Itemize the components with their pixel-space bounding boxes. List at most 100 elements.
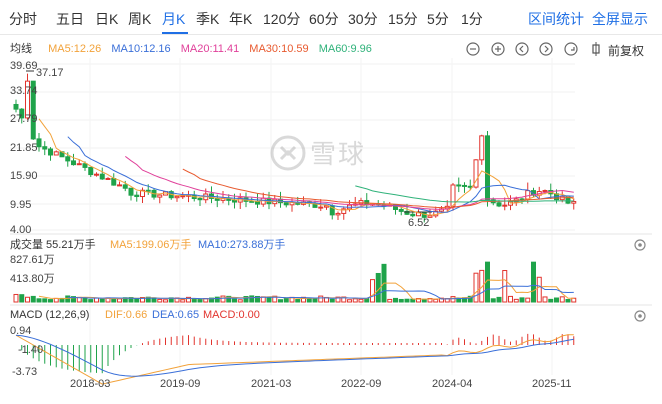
volume-bar <box>42 298 48 303</box>
watermark-text: 雪球 <box>310 139 367 169</box>
volume-bar <box>186 296 191 303</box>
ma20-line <box>124 156 574 210</box>
volume-bar <box>255 295 260 303</box>
macd-value: MACD:0.00 <box>203 309 260 321</box>
volume-bar <box>71 296 76 303</box>
volume-bar <box>13 293 19 303</box>
reset-icon[interactable] <box>562 40 580 58</box>
volume-bar <box>220 295 226 303</box>
volume-bar <box>197 298 203 303</box>
interval-stats-button[interactable]: 区间统计 <box>528 11 584 27</box>
volume-bar <box>312 298 318 303</box>
volume-bar <box>209 297 214 303</box>
candle-body <box>180 195 186 198</box>
candle-body <box>82 163 88 168</box>
volume-title: 成交量 55.21万手 <box>10 239 96 251</box>
macd-settings-icon[interactable] <box>634 309 646 322</box>
volume-bar <box>232 298 237 303</box>
volume-bar <box>393 297 398 303</box>
candle-body <box>122 184 128 189</box>
tab-60min[interactable]: 60分 <box>309 11 339 27</box>
volume-bar <box>387 298 393 303</box>
price-tick: 15.90 <box>10 170 38 182</box>
candle-body <box>335 212 341 216</box>
candle-body <box>450 184 456 207</box>
xueqiu-watermark: 雪球 <box>270 134 366 171</box>
volume-bar <box>94 297 99 303</box>
tab-fenshi[interactable]: 分时 <box>9 11 37 27</box>
volume-settings-icon[interactable] <box>634 238 646 251</box>
candle-body <box>473 159 479 188</box>
tab-day-k[interactable]: 日K <box>95 11 119 27</box>
volume-bar <box>140 296 145 303</box>
tab-5min[interactable]: 5分 <box>427 11 449 27</box>
macd-dif: DIF:0.66 <box>105 309 148 321</box>
tab-15min[interactable]: 15分 <box>388 11 418 27</box>
volume-bar <box>243 296 249 303</box>
tab-30min[interactable]: 30分 <box>348 11 378 27</box>
volume-bar <box>30 295 36 303</box>
volume-bar <box>352 298 358 303</box>
volume-bar <box>519 297 525 303</box>
candle-body <box>134 194 140 198</box>
candle-body <box>283 202 289 206</box>
volume-bar <box>237 299 243 303</box>
volume-bar <box>157 298 163 303</box>
ma5-line <box>38 118 574 216</box>
candle-body <box>94 173 99 176</box>
volume-bar <box>370 279 375 303</box>
scroll-left-icon[interactable] <box>513 40 531 58</box>
candle-body <box>433 210 439 217</box>
volume-bar <box>19 294 25 303</box>
volume-bar <box>25 296 30 303</box>
candle-body <box>571 201 577 204</box>
volume-bar <box>163 299 168 303</box>
high-price-label: 37.17 <box>36 67 64 79</box>
volume-bar <box>318 295 324 303</box>
dea-line <box>15 334 574 377</box>
volume-bar <box>180 299 186 303</box>
candle-body <box>404 210 410 215</box>
candle-body <box>462 184 467 187</box>
tab-1min[interactable]: 1分 <box>461 11 483 27</box>
candle-body <box>542 190 548 193</box>
fuquan-select[interactable]: 前复权 <box>608 44 645 58</box>
fullscreen-button[interactable]: 全屏显示 <box>592 11 648 27</box>
candle-type-icon[interactable] <box>587 40 605 58</box>
ma10-line <box>67 136 574 213</box>
scroll-right-icon[interactable] <box>537 40 555 58</box>
volume-ma10: MA10:273.88万手 <box>198 239 286 251</box>
candle-body <box>255 201 260 205</box>
volume-tick: 413.80万 <box>10 273 55 285</box>
x-tick: 2018-03 <box>70 378 111 390</box>
volume-bar <box>306 297 312 303</box>
volume-bar <box>99 298 105 303</box>
volume-bar <box>335 296 341 303</box>
tab-quarter-k[interactable]: 季K <box>196 11 220 27</box>
tab-week-k[interactable]: 周K <box>128 11 152 27</box>
zoom-out-icon[interactable] <box>464 40 482 58</box>
volume-bar <box>249 295 255 303</box>
ma60-line <box>355 185 574 203</box>
candle-body <box>65 156 71 162</box>
zoom-in-icon[interactable] <box>489 40 507 58</box>
tab-year-k[interactable]: 年K <box>229 11 253 27</box>
tab-month-k[interactable]: 月K <box>162 11 186 27</box>
candle-body <box>71 160 76 166</box>
tab-wuri[interactable]: 五日 <box>56 11 84 27</box>
ma10-value: MA10:12.16 <box>111 43 171 55</box>
volume-bar <box>559 296 565 303</box>
volume-bar <box>88 299 94 303</box>
volume-bar <box>117 298 122 303</box>
candle-body <box>145 189 151 192</box>
tab-120min[interactable]: 120分 <box>263 11 301 27</box>
volume-bar <box>48 299 53 303</box>
volume-bar <box>490 298 496 303</box>
volume-tick: 827.61万 <box>10 254 55 266</box>
candle-body <box>42 146 48 150</box>
candle-body <box>479 135 485 161</box>
volume-bar <box>565 299 571 303</box>
price-tick: 33.74 <box>10 85 38 97</box>
x-tick: 2019-09 <box>160 378 201 390</box>
